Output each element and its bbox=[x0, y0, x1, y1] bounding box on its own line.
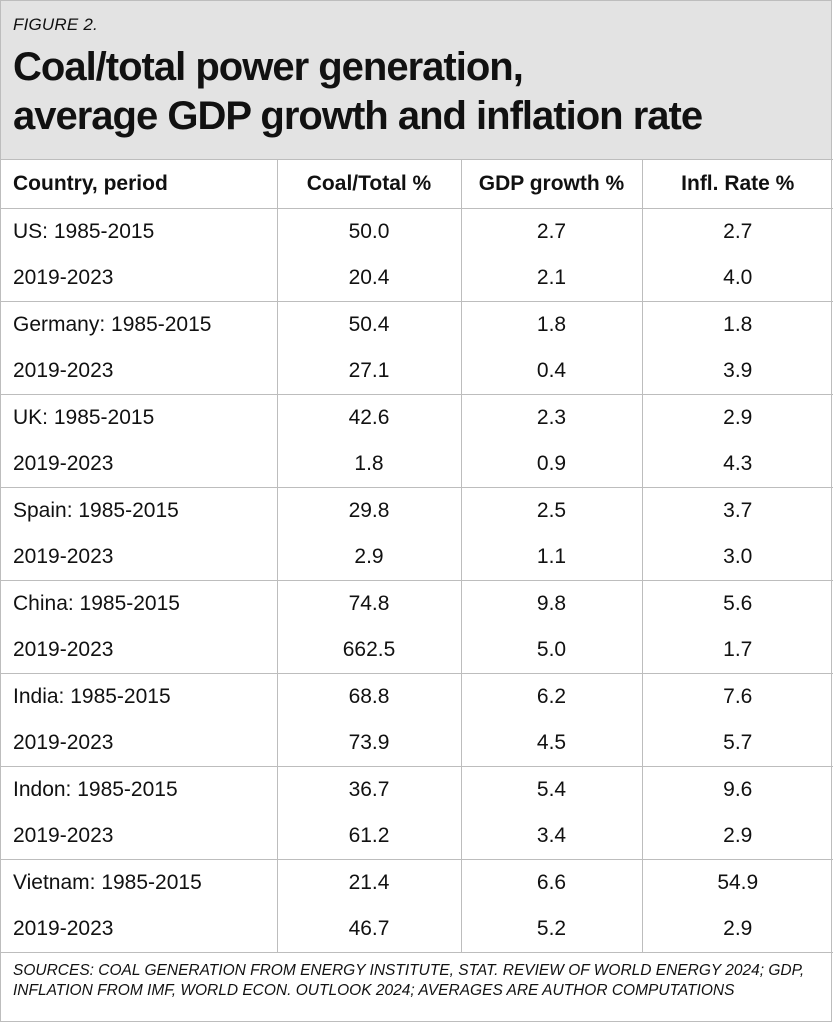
table-cell: 9.6 bbox=[641, 766, 833, 813]
table-cell: 3.4 bbox=[460, 813, 642, 860]
table-cell: 3.7 bbox=[641, 487, 833, 534]
table-cell: 7.6 bbox=[641, 673, 833, 720]
table-cell: 1.8 bbox=[460, 301, 642, 348]
table-row: 2019-2023 27.1 0.4 3.9 bbox=[1, 348, 833, 395]
table-cell: 0.4 bbox=[460, 348, 642, 395]
table-cell: 2.9 bbox=[641, 906, 833, 953]
figure-title: Coal/total power generation, average GDP… bbox=[13, 43, 819, 141]
table-row: UK: 1985-2015 42.6 2.3 2.9 bbox=[1, 394, 833, 441]
title-line-1: Coal/total power generation, bbox=[13, 45, 524, 89]
row-label: 2019-2023 bbox=[1, 813, 277, 860]
table-cell: 2.5 bbox=[460, 487, 642, 534]
table-row: Vietnam: 1985-2015 21.4 6.6 54.9 bbox=[1, 859, 833, 906]
table-cell: 29.8 bbox=[276, 487, 461, 534]
table-cell: 50.0 bbox=[276, 208, 461, 255]
table-cell: 73.9 bbox=[276, 720, 461, 767]
row-label: Spain: 1985-2015 bbox=[13, 499, 179, 522]
table-cell: 2.9 bbox=[276, 534, 461, 581]
table-cell: 4.3 bbox=[641, 441, 833, 488]
table-row: India: 1985-2015 68.8 6.2 7.6 bbox=[1, 673, 833, 720]
table-row: China: 1985-2015 74.8 9.8 5.6 bbox=[1, 580, 833, 627]
sources-line-2: INFLATION FROM IMF, WORLD ECON. OUTLOOK … bbox=[13, 982, 735, 999]
table-cell: 1.8 bbox=[276, 441, 461, 488]
table-cell: 3.0 bbox=[641, 534, 833, 581]
table-header-row: Country, period Coal/Total % GDP growth … bbox=[1, 159, 833, 209]
table-cell: 2.1 bbox=[460, 255, 642, 302]
table-cell: 0.9 bbox=[460, 441, 642, 488]
column-header: Infl. Rate % bbox=[641, 159, 833, 209]
table-cell: 5.4 bbox=[460, 766, 642, 813]
table-cell: 36.7 bbox=[276, 766, 461, 813]
table-cell: 46.7 bbox=[276, 906, 461, 953]
table-cell: 1.1 bbox=[460, 534, 642, 581]
column-header: Country, period bbox=[1, 159, 277, 209]
row-label: 2019-2023 bbox=[1, 255, 277, 302]
table-cell: 5.6 bbox=[641, 580, 833, 627]
table-cell: 27.1 bbox=[276, 348, 461, 395]
data-table: Country, period Coal/Total % GDP growth … bbox=[1, 159, 833, 953]
table-row: 2019-2023 46.7 5.2 2.9 bbox=[1, 906, 833, 953]
table-cell: 20.4 bbox=[276, 255, 461, 302]
table-row: 2019-2023 73.9 4.5 5.7 bbox=[1, 720, 833, 767]
table-cell: 21.4 bbox=[276, 859, 461, 906]
table-cell: 5.7 bbox=[641, 720, 833, 767]
title-line-2: average GDP growth and inflation rate bbox=[13, 94, 703, 138]
table-cell: 3.9 bbox=[641, 348, 833, 395]
table-cell: 74.8 bbox=[276, 580, 461, 627]
table-row: 2019-2023 1.8 0.9 4.3 bbox=[1, 441, 833, 488]
table-cell: 61.2 bbox=[276, 813, 461, 860]
sources-line-1: SOURCES: COAL GENERATION FROM ENERGY INS… bbox=[13, 962, 805, 979]
table-cell: 6.6 bbox=[460, 859, 642, 906]
table-row: Germany: 1985-2015 50.4 1.8 1.8 bbox=[1, 301, 833, 348]
table-cell: 4.5 bbox=[460, 720, 642, 767]
row-label: Indon: 1985-2015 bbox=[13, 778, 178, 801]
table-cell: 662.5 bbox=[276, 627, 461, 674]
table-cell: 2.3 bbox=[460, 394, 642, 441]
column-header: GDP growth % bbox=[460, 159, 642, 209]
table-row: 2019-2023 61.2 3.4 2.9 bbox=[1, 813, 833, 860]
row-label: US: 1985-2015 bbox=[13, 220, 155, 243]
row-label: China: 1985-2015 bbox=[13, 592, 180, 615]
table-cell: 4.0 bbox=[641, 255, 833, 302]
table-cell: 2.9 bbox=[641, 394, 833, 441]
row-label: 2019-2023 bbox=[1, 348, 277, 395]
table-row: 2019-2023 662.5 5.0 1.7 bbox=[1, 627, 833, 674]
row-label: Vietnam: 1985-2015 bbox=[13, 871, 202, 894]
table-cell: 2.7 bbox=[641, 208, 833, 255]
table-body: US: 1985-2015 50.0 2.7 2.7 2019-2023 20.4 2.1 4… bbox=[1, 208, 833, 953]
table-cell: 2.7 bbox=[460, 208, 642, 255]
row-label: 2019-2023 bbox=[1, 627, 277, 674]
table-cell: 54.9 bbox=[641, 859, 833, 906]
table-cell: 42.6 bbox=[276, 394, 461, 441]
table-cell: 5.2 bbox=[460, 906, 642, 953]
table-row: 2019-2023 20.4 2.1 4.0 bbox=[1, 255, 833, 302]
table-row: Indon: 1985-2015 36.7 5.4 9.6 bbox=[1, 766, 833, 813]
row-label: 2019-2023 bbox=[1, 720, 277, 767]
table-row: US: 1985-2015 50.0 2.7 2.7 bbox=[1, 208, 833, 255]
table-cell: 5.0 bbox=[460, 627, 642, 674]
table-cell: 1.8 bbox=[641, 301, 833, 348]
table-cell: 2.9 bbox=[641, 813, 833, 860]
table-cell: 1.7 bbox=[641, 627, 833, 674]
row-label: 2019-2023 bbox=[1, 534, 277, 581]
row-label: Germany: 1985-2015 bbox=[13, 313, 212, 336]
table-cell: 50.4 bbox=[276, 301, 461, 348]
sources-note: SOURCES: COAL GENERATION FROM ENERGY INS… bbox=[1, 956, 833, 1001]
row-label: UK: 1985-2015 bbox=[13, 406, 155, 429]
table-cell: 68.8 bbox=[276, 673, 461, 720]
table-cell: 9.8 bbox=[460, 580, 642, 627]
row-label: 2019-2023 bbox=[1, 441, 277, 488]
figure-label: FIGURE 2. bbox=[13, 15, 98, 34]
table-row: 2019-2023 2.9 1.1 3.0 bbox=[1, 534, 833, 581]
column-header: Coal/Total % bbox=[276, 159, 461, 209]
table-row: Spain: 1985-2015 29.8 2.5 3.7 bbox=[1, 487, 833, 534]
figure-header: FIGURE 2. Coal/total power generation, a… bbox=[1, 1, 831, 159]
row-label: India: 1985-2015 bbox=[13, 685, 171, 708]
table-cell: 6.2 bbox=[460, 673, 642, 720]
row-label: 2019-2023 bbox=[1, 906, 277, 953]
